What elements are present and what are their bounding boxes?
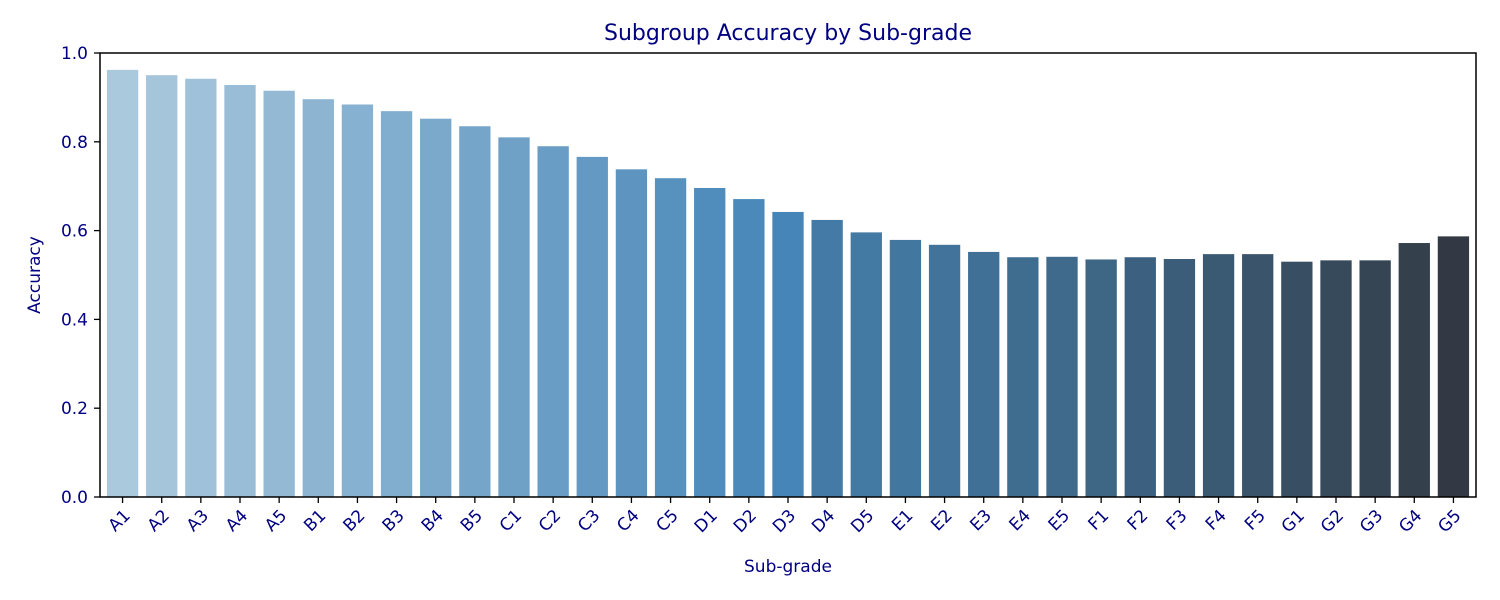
x-tick-label: A3 [183,506,213,536]
y-axis-label: Accuracy [25,236,45,314]
x-tick-label: G4 [1395,506,1426,537]
bar-A4 [224,84,256,497]
x-tick-label: B4 [418,506,448,536]
x-tick-label: A5 [261,506,291,536]
y-tick-label: 0.2 [61,399,88,419]
bar-G2 [1320,260,1352,497]
x-tick-label: D5 [847,506,878,537]
x-tick-label: C3 [574,506,604,536]
bar-C5 [654,178,687,497]
bar-A2 [146,75,178,497]
bar-E5 [1046,256,1078,497]
bar-D3 [772,211,804,497]
x-tick-label: C5 [652,506,682,536]
x-tick-label: G3 [1356,506,1387,537]
x-tick-label: A2 [144,506,174,536]
bar-C1 [498,137,530,498]
x-tick-label: D4 [808,506,839,537]
x-tick-label: E4 [1006,506,1035,535]
bar-F5 [1242,254,1274,497]
chart-title: Subgroup Accuracy by Sub-grade [604,21,972,46]
x-tick-label: B1 [300,506,330,536]
bar-G5 [1437,236,1470,497]
bar-G3 [1359,260,1391,497]
bar-F3 [1163,259,1196,497]
bar-G1 [1281,261,1313,497]
bar-E4 [1007,257,1039,497]
x-tick-label: D1 [691,506,722,537]
bar-E2 [928,244,961,497]
y-tick-label: 0.8 [61,133,88,153]
bar-D4 [811,219,843,497]
x-tick-label: F4 [1202,506,1231,535]
x-tick-label: F1 [1084,506,1113,535]
x-tick-label: G2 [1317,506,1348,537]
bars-group [106,69,1470,498]
x-tick-label: C1 [496,506,526,536]
x-tick-label: E2 [927,506,956,535]
bar-B2 [341,104,374,497]
y-tick-label: 0.4 [61,310,88,330]
x-tick-label: B2 [339,506,369,536]
bar-A3 [185,78,217,497]
x-tick-label: A1 [105,506,135,536]
bar-B4 [420,118,452,497]
bar-F2 [1124,257,1156,497]
bar-C2 [537,146,569,498]
x-tick-label: C2 [535,506,565,536]
bar-F1 [1085,259,1117,497]
x-tick-label: G1 [1278,506,1309,537]
bar-E3 [968,251,1000,497]
x-tick-label: D3 [769,506,800,537]
bar-B3 [380,111,413,497]
x-tick-label: B5 [457,506,487,536]
x-tick-label: D2 [730,506,761,537]
x-tick-label: E1 [888,506,917,535]
bar-C4 [615,169,648,497]
x-tick-label: B3 [379,506,409,536]
bar-G4 [1398,243,1430,497]
bar-F4 [1202,254,1235,497]
y-axis-ticks: 0.0 0.2 0.4 0.6 0.8 1.0 [61,44,100,508]
y-tick-label: 0.6 [61,222,88,242]
bar-A1 [106,69,139,497]
x-tick-label: G5 [1434,506,1465,537]
bar-B5 [459,126,491,497]
plot-frame [99,52,1477,498]
y-tick-label: 0.0 [61,488,88,508]
bar-A5 [263,90,295,498]
x-tick-label: E3 [966,506,995,535]
x-tick-label: F2 [1124,506,1153,535]
x-axis-label: Sub-grade [744,557,832,577]
y-tick-label: 1.0 [61,44,88,64]
x-tick-label: E5 [1045,506,1074,535]
x-tick-label: F5 [1241,506,1270,535]
bar-E1 [889,239,922,497]
bar-D5 [850,232,882,497]
bar-B1 [302,99,334,498]
bar-D2 [733,199,765,498]
bar-C3 [576,156,608,497]
x-axis-ticks: A1 A2 A3 A4 A5 B1 B2 B3 B4 B5 C1 C2 C3 C4 C5 D1 D2 D3 D4 D5… [105,497,1465,537]
x-tick-label: A4 [222,506,252,536]
x-tick-label: C4 [613,506,643,536]
bar-D1 [694,187,726,497]
x-tick-label: F3 [1163,506,1192,535]
